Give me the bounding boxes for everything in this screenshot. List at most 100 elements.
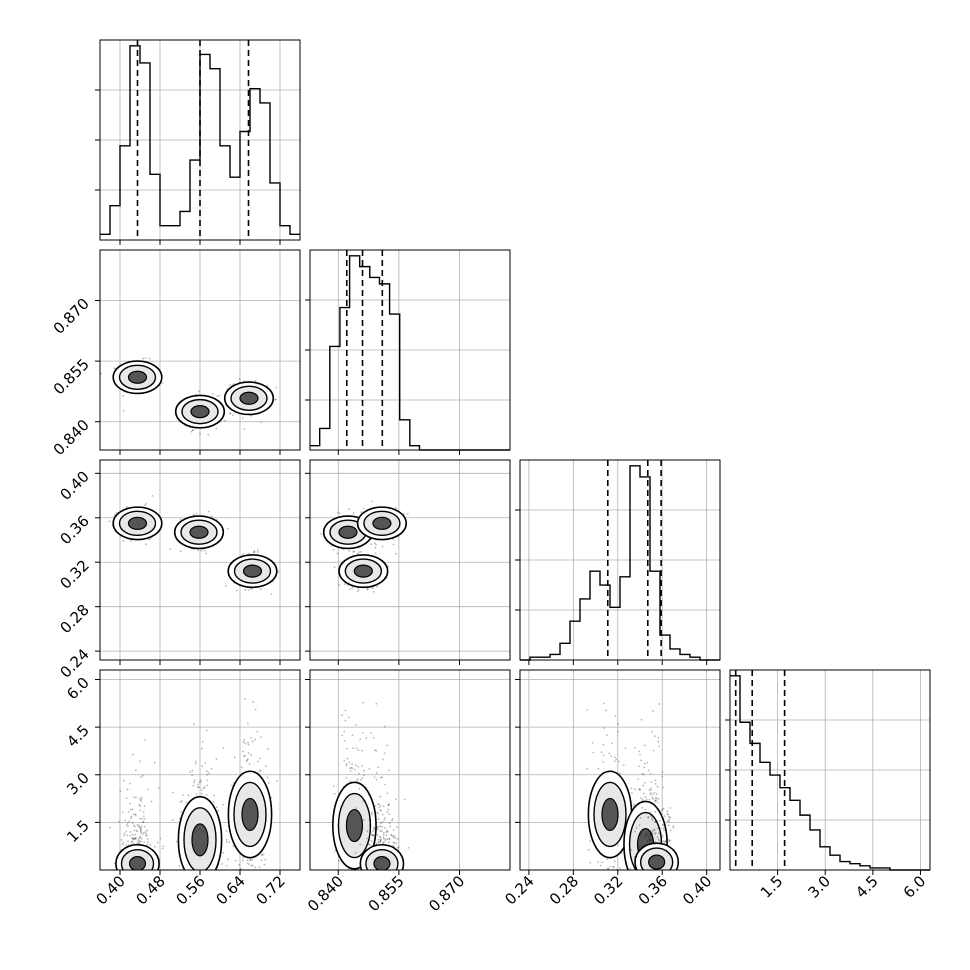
sample-point xyxy=(341,734,344,737)
sample-point xyxy=(396,838,399,840)
sample-point xyxy=(348,761,351,764)
sample-point xyxy=(148,538,150,541)
sample-point xyxy=(260,736,262,739)
sample-point xyxy=(357,588,360,591)
sample-point xyxy=(362,800,365,803)
sample-point xyxy=(607,867,610,870)
sample-point xyxy=(189,771,192,773)
sample-point xyxy=(135,829,138,832)
sample-point xyxy=(658,832,660,835)
histogram-panel-1 xyxy=(305,249,511,455)
sample-point xyxy=(665,839,668,842)
sample-point xyxy=(256,551,259,553)
sample-point xyxy=(178,817,181,820)
sample-point xyxy=(244,588,247,591)
sample-point xyxy=(370,731,372,734)
sample-point xyxy=(369,823,372,825)
sample-point xyxy=(651,816,654,818)
sample-point xyxy=(661,836,663,839)
sample-point xyxy=(343,730,346,733)
scatter-panel-0-2: 0.240.280.320.360.40 xyxy=(56,459,301,682)
sample-point xyxy=(656,785,659,788)
sample-point xyxy=(243,755,246,758)
sample-point xyxy=(373,828,376,831)
sample-point xyxy=(651,838,654,840)
sample-point xyxy=(229,384,232,386)
sample-point xyxy=(351,734,354,737)
sample-point xyxy=(361,731,364,734)
sample-point xyxy=(139,828,142,831)
sample-point xyxy=(259,769,261,772)
sample-point xyxy=(229,412,232,415)
sample-point xyxy=(161,382,164,385)
sample-point xyxy=(143,805,146,807)
sample-point xyxy=(212,393,215,396)
sample-point xyxy=(355,723,357,726)
sample-point xyxy=(659,812,661,814)
x-tick-label: 0.40 xyxy=(92,872,128,908)
sample-point xyxy=(650,781,653,783)
sample-point xyxy=(379,840,382,843)
sample-point xyxy=(384,838,387,841)
x-tick-label: 4.5 xyxy=(852,872,882,902)
sample-point xyxy=(392,543,395,546)
sample-point xyxy=(257,549,259,551)
sample-point xyxy=(132,813,135,816)
sample-point xyxy=(397,846,400,849)
sample-point xyxy=(140,831,142,834)
sample-point xyxy=(212,794,215,797)
sample-point xyxy=(162,845,165,848)
sample-point xyxy=(374,552,377,555)
contour-inner xyxy=(190,405,210,419)
sample-point xyxy=(178,865,181,867)
sample-point xyxy=(651,817,654,820)
sample-point xyxy=(142,811,145,813)
sample-point xyxy=(383,725,386,728)
sample-point xyxy=(654,810,657,813)
sample-point xyxy=(669,829,672,832)
contour-inner xyxy=(373,856,391,870)
sample-point xyxy=(246,859,249,862)
sample-point xyxy=(138,840,141,843)
sample-point xyxy=(644,781,646,784)
sample-point xyxy=(649,832,652,834)
sample-point xyxy=(632,805,635,808)
contour-inner xyxy=(128,856,147,870)
sample-point xyxy=(379,809,382,812)
sample-point xyxy=(654,821,657,823)
sample-point xyxy=(660,827,662,830)
sample-point xyxy=(182,794,184,797)
sample-point xyxy=(597,860,600,863)
sample-point xyxy=(139,760,142,763)
sample-point xyxy=(144,543,147,546)
sample-point xyxy=(638,824,641,827)
sample-point xyxy=(382,833,385,836)
sample-point xyxy=(226,527,229,530)
sample-point xyxy=(649,834,651,837)
sample-point xyxy=(338,584,341,586)
sample-point xyxy=(150,800,153,803)
sample-point xyxy=(121,843,124,846)
sample-point xyxy=(122,394,125,397)
sample-point xyxy=(662,824,664,827)
sample-point xyxy=(196,783,199,786)
sample-point xyxy=(350,766,353,769)
sample-point xyxy=(609,865,611,868)
sample-point xyxy=(242,553,244,556)
sample-point xyxy=(195,760,197,763)
sample-point xyxy=(358,787,361,790)
sample-point xyxy=(142,821,144,824)
sample-point xyxy=(133,796,135,799)
sample-point xyxy=(206,770,208,773)
sample-point xyxy=(653,735,656,738)
histogram-step xyxy=(730,675,930,871)
x-tick-label: 6.0 xyxy=(900,872,930,902)
sample-point xyxy=(672,825,675,828)
sample-point xyxy=(394,837,397,840)
panel-content xyxy=(586,702,680,870)
sample-point xyxy=(355,807,358,810)
sample-point xyxy=(386,792,389,795)
sample-point xyxy=(229,412,232,415)
sample-point xyxy=(649,839,652,842)
sample-point xyxy=(113,862,116,865)
